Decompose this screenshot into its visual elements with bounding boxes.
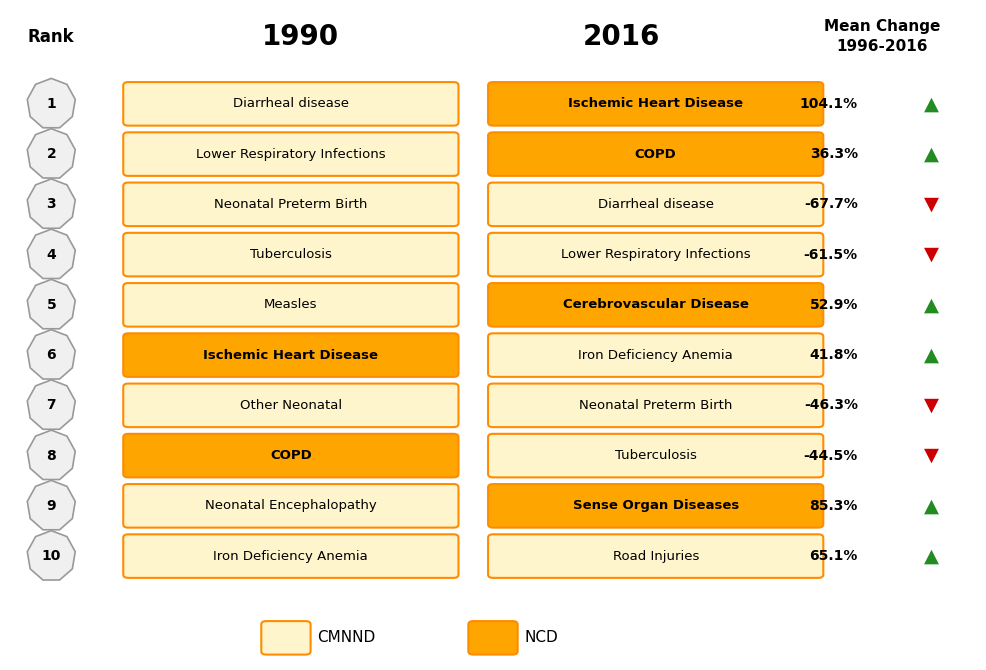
Text: 65.1%: 65.1%	[810, 549, 858, 563]
Text: 2016: 2016	[583, 23, 660, 51]
Text: -67.7%: -67.7%	[804, 198, 858, 211]
FancyBboxPatch shape	[123, 484, 458, 528]
Text: Lower Respiratory Infections: Lower Respiratory Infections	[196, 147, 386, 161]
Text: 9: 9	[46, 499, 56, 513]
FancyBboxPatch shape	[488, 484, 823, 528]
Text: 41.8%: 41.8%	[810, 348, 858, 362]
FancyBboxPatch shape	[468, 621, 518, 655]
FancyBboxPatch shape	[488, 82, 823, 126]
Polygon shape	[28, 179, 75, 228]
Text: Tuberculosis: Tuberculosis	[614, 449, 697, 462]
Text: Cerebrovascular Disease: Cerebrovascular Disease	[563, 298, 748, 312]
Text: 2: 2	[46, 147, 56, 161]
Text: ▲: ▲	[924, 295, 940, 314]
Text: 7: 7	[46, 399, 56, 412]
Text: 10: 10	[41, 549, 61, 563]
Text: ▲: ▲	[924, 547, 940, 565]
FancyBboxPatch shape	[488, 383, 823, 427]
Text: -61.5%: -61.5%	[804, 248, 858, 261]
Text: COPD: COPD	[270, 449, 312, 462]
Text: ▲: ▲	[924, 94, 940, 113]
Text: Sense Organ Diseases: Sense Organ Diseases	[573, 499, 739, 513]
FancyBboxPatch shape	[488, 232, 823, 276]
Text: 8: 8	[46, 449, 56, 462]
Text: ▼: ▼	[924, 195, 940, 214]
Polygon shape	[28, 78, 75, 128]
Text: 6: 6	[46, 348, 56, 362]
Text: Iron Deficiency Anemia: Iron Deficiency Anemia	[214, 549, 368, 563]
Text: ▲: ▲	[924, 346, 940, 364]
FancyBboxPatch shape	[123, 82, 458, 126]
Text: Other Neonatal: Other Neonatal	[240, 399, 342, 412]
Text: Rank: Rank	[28, 28, 75, 46]
FancyBboxPatch shape	[123, 283, 458, 327]
Text: Diarrheal disease: Diarrheal disease	[233, 97, 349, 111]
Text: ▲: ▲	[924, 145, 940, 163]
Text: 1: 1	[46, 97, 56, 111]
Text: Neonatal Encephalopathy: Neonatal Encephalopathy	[205, 499, 377, 513]
Text: Neonatal Preterm Birth: Neonatal Preterm Birth	[214, 198, 368, 211]
Text: -46.3%: -46.3%	[804, 399, 858, 412]
Polygon shape	[28, 129, 75, 178]
FancyBboxPatch shape	[123, 334, 458, 377]
Text: CMNND: CMNND	[317, 630, 376, 645]
Text: Tuberculosis: Tuberculosis	[249, 248, 332, 261]
Text: 4: 4	[46, 248, 56, 261]
FancyBboxPatch shape	[488, 283, 823, 327]
Text: Lower Respiratory Infections: Lower Respiratory Infections	[561, 248, 750, 261]
Text: Mean Change: Mean Change	[824, 19, 941, 34]
FancyBboxPatch shape	[488, 334, 823, 377]
FancyBboxPatch shape	[261, 621, 311, 655]
Text: 5: 5	[46, 298, 56, 312]
Text: 36.3%: 36.3%	[810, 147, 858, 161]
Text: ▼: ▼	[924, 245, 940, 264]
Text: ▲: ▲	[924, 496, 940, 515]
Polygon shape	[28, 480, 75, 530]
Text: 1996-2016: 1996-2016	[837, 40, 928, 54]
Text: Measles: Measles	[264, 298, 317, 312]
FancyBboxPatch shape	[123, 434, 458, 478]
Text: -44.5%: -44.5%	[804, 449, 858, 462]
Text: 104.1%: 104.1%	[800, 97, 858, 111]
FancyBboxPatch shape	[488, 133, 823, 176]
Text: 1990: 1990	[262, 23, 339, 51]
Text: Ischemic Heart Disease: Ischemic Heart Disease	[568, 97, 743, 111]
Text: Road Injuries: Road Injuries	[612, 549, 699, 563]
Polygon shape	[28, 330, 75, 379]
Polygon shape	[28, 229, 75, 279]
Text: ▼: ▼	[924, 396, 940, 415]
FancyBboxPatch shape	[123, 383, 458, 427]
FancyBboxPatch shape	[488, 182, 823, 226]
FancyBboxPatch shape	[123, 182, 458, 226]
Text: NCD: NCD	[525, 630, 558, 645]
Text: ▼: ▼	[924, 446, 940, 465]
Polygon shape	[28, 430, 75, 480]
FancyBboxPatch shape	[123, 232, 458, 276]
FancyBboxPatch shape	[488, 534, 823, 578]
Polygon shape	[28, 380, 75, 429]
FancyBboxPatch shape	[123, 133, 458, 176]
Text: Ischemic Heart Disease: Ischemic Heart Disease	[203, 348, 379, 362]
Text: 3: 3	[46, 198, 56, 211]
Polygon shape	[28, 531, 75, 580]
Text: 85.3%: 85.3%	[810, 499, 858, 513]
Text: Diarrheal disease: Diarrheal disease	[598, 198, 714, 211]
Text: Neonatal Preterm Birth: Neonatal Preterm Birth	[579, 399, 733, 412]
Text: 52.9%: 52.9%	[810, 298, 858, 312]
Text: Iron Deficiency Anemia: Iron Deficiency Anemia	[579, 348, 733, 362]
FancyBboxPatch shape	[488, 434, 823, 478]
FancyBboxPatch shape	[123, 534, 458, 578]
Text: COPD: COPD	[635, 147, 676, 161]
Polygon shape	[28, 279, 75, 329]
